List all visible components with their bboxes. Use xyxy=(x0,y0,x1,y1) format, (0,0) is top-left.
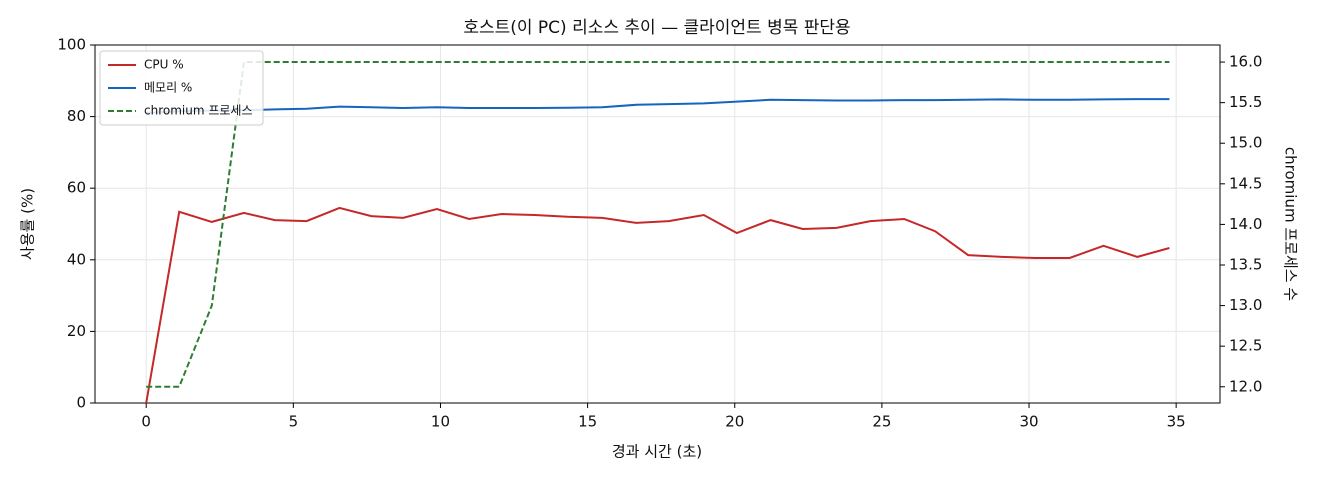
y-tick-label: 40 xyxy=(67,250,86,268)
y-tick-label: 60 xyxy=(67,179,86,197)
legend-box xyxy=(99,50,264,126)
x-axis-label: 경과 시간 (초) xyxy=(612,443,702,461)
y-tick-label: 0 xyxy=(76,394,86,412)
x-tick-label: 10 xyxy=(431,413,450,431)
y2-axis-label: chromium 프로세스 수 xyxy=(1282,147,1300,301)
series-line xyxy=(146,98,1170,114)
y-tick-label: 80 xyxy=(67,107,86,125)
y2-tick-label: 15.5 xyxy=(1229,93,1262,111)
y2-tick-label: 12.0 xyxy=(1229,377,1262,395)
y2-tick-label: 16.0 xyxy=(1229,53,1262,71)
y2-tick-label: 14.0 xyxy=(1229,215,1262,233)
x-tick-label: 20 xyxy=(725,413,744,431)
y-axis-label: 사용률 (%) xyxy=(19,188,37,260)
y-tick-label: 20 xyxy=(67,322,86,340)
series-line xyxy=(146,61,1170,388)
y2-tick-label: 15.0 xyxy=(1229,134,1262,152)
y-tick-label: 100 xyxy=(57,36,86,54)
y2-tick-label: 13.5 xyxy=(1229,255,1262,273)
x-tick-label: 25 xyxy=(872,413,891,431)
chart-title: 호스트(이 PC) 리소스 추이 — 클라이언트 병목 판단용 xyxy=(463,18,850,38)
x-tick-label: 35 xyxy=(1167,413,1186,431)
y2-tick-label: 13.0 xyxy=(1229,296,1262,314)
x-tick-label: 15 xyxy=(578,413,597,431)
legend-label: chromium 프로세스 xyxy=(144,104,253,118)
plot-frame xyxy=(94,44,1221,404)
x-tick-label: 0 xyxy=(141,413,151,431)
series-line xyxy=(145,206,1170,404)
legend-label: CPU % xyxy=(144,58,184,72)
x-tick-label: 5 xyxy=(289,413,299,431)
x-tick-label: 30 xyxy=(1019,413,1038,431)
y2-tick-label: 12.5 xyxy=(1229,337,1262,355)
y2-tick-label: 14.5 xyxy=(1229,174,1262,192)
legend-label: 메모리 % xyxy=(144,81,192,95)
